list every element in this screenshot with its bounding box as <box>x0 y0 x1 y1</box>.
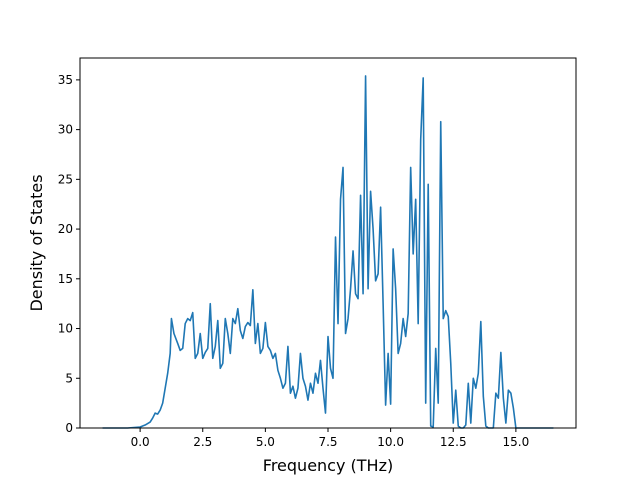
y-tick-label: 10 <box>58 322 73 336</box>
y-axis-label: Density of States <box>27 174 46 311</box>
y-tick-label: 15 <box>58 272 73 286</box>
y-tick-label: 0 <box>65 421 73 435</box>
x-tick-label: 7.5 <box>318 435 337 449</box>
x-tick-label: 10.0 <box>377 435 404 449</box>
x-tick-label: 2.5 <box>193 435 212 449</box>
x-tick-label: 15.0 <box>503 435 530 449</box>
x-tick-label: 5.0 <box>256 435 275 449</box>
y-tick-label: 35 <box>58 73 73 87</box>
y-tick-label: 20 <box>58 222 73 236</box>
x-axis-ticks: 0.0 2.5 5.0 7.5 10.0 12.5 15.0 <box>131 428 530 449</box>
x-tick-label: 12.5 <box>440 435 467 449</box>
y-axis-ticks: 0 5 10 15 20 25 30 35 <box>58 73 80 435</box>
series-layer <box>102 75 554 429</box>
y-tick-label: 30 <box>58 123 73 137</box>
plot-background <box>80 58 576 428</box>
y-tick-label: 25 <box>58 172 73 186</box>
series-line-0 <box>102 75 554 429</box>
x-tick-label: 0.0 <box>131 435 150 449</box>
y-tick-label: 5 <box>65 371 73 385</box>
x-axis-label: Frequency (THz) <box>263 456 393 475</box>
